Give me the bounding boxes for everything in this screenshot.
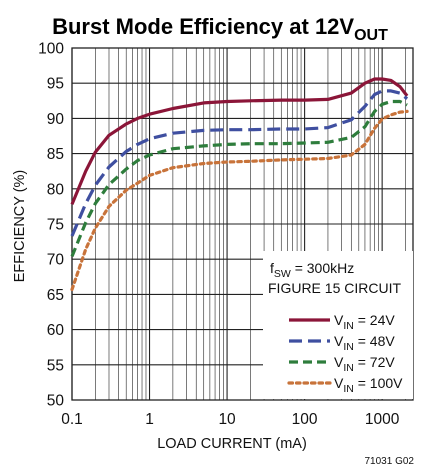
legend-label-main: V	[334, 312, 344, 328]
legend-label-rest: = 72V	[354, 354, 396, 370]
chart-title-subscript: OUT	[354, 27, 388, 44]
y-tick-label: 65	[47, 287, 64, 304]
y-tick-label: 100	[38, 41, 64, 58]
series-lines	[70, 77, 409, 292]
series-line-4	[70, 109, 409, 292]
legend-label-1: VIN = 24V	[334, 312, 395, 332]
chart-title-main: Burst Mode Efficiency at 12V	[52, 14, 354, 39]
figure-id: 71031 G02	[365, 456, 415, 467]
x-tick-label: 0.1	[61, 411, 83, 428]
y-axis-label: EFFICIENCY (%)	[12, 170, 28, 283]
legend-label-2: VIN = 48V	[334, 333, 395, 353]
series-line-2	[70, 89, 409, 237]
y-tick-label: 70	[47, 252, 65, 269]
y-tick-label: 75	[47, 217, 64, 234]
x-tick-label: 1000	[365, 411, 400, 428]
legend-label-sub: IN	[343, 362, 354, 374]
tick-labels: 50 55 60 65 70 75 80 85 90 95 100 0.1 1 10 100 1000	[38, 41, 400, 429]
legend-label-main: V	[334, 333, 344, 349]
legend-label-rest: = 48V	[354, 333, 396, 349]
y-tick-label: 85	[47, 146, 64, 163]
legend-label-main: V	[334, 354, 344, 370]
legend-label-sub: IN	[343, 383, 354, 395]
legend-label-main: V	[334, 375, 344, 391]
y-tick-label: 95	[47, 76, 64, 93]
x-tick-label: 10	[218, 411, 236, 428]
annotation-fsw-sub: SW	[274, 268, 291, 280]
legend-label-4: VIN = 100V	[334, 375, 403, 395]
series-line-3	[70, 99, 408, 258]
annotation-fsw: fSW = 300kHz	[270, 260, 354, 280]
annotation-fsw-main: f	[270, 260, 274, 276]
y-tick-label: 50	[47, 393, 65, 410]
x-tick-label: 1	[145, 411, 154, 428]
legend-label-3: VIN = 72V	[334, 354, 395, 374]
annotation-circuit: FIGURE 15 CIRCUIT	[268, 280, 401, 296]
annotation-fsw-rest: = 300kHz	[291, 260, 354, 276]
legend-label-sub: IN	[343, 341, 354, 353]
annotation-box-bg	[263, 251, 413, 399]
x-axis-label: LOAD CURRENT (mA)	[157, 436, 307, 452]
y-tick-label: 80	[47, 181, 65, 198]
y-tick-label: 90	[47, 111, 65, 128]
chart-title: Burst Mode Efficiency at 12VOUT	[52, 14, 388, 44]
legend-label-rest: = 24V	[354, 312, 396, 328]
plot-frame	[71, 47, 414, 401]
legend-label-sub: IN	[343, 320, 354, 332]
y-tick-label: 55	[47, 357, 64, 374]
x-tick-label: 100	[292, 411, 318, 428]
legend-label-rest: = 100V	[354, 375, 403, 391]
y-tick-label: 60	[47, 322, 65, 339]
series-line-1	[70, 77, 409, 205]
